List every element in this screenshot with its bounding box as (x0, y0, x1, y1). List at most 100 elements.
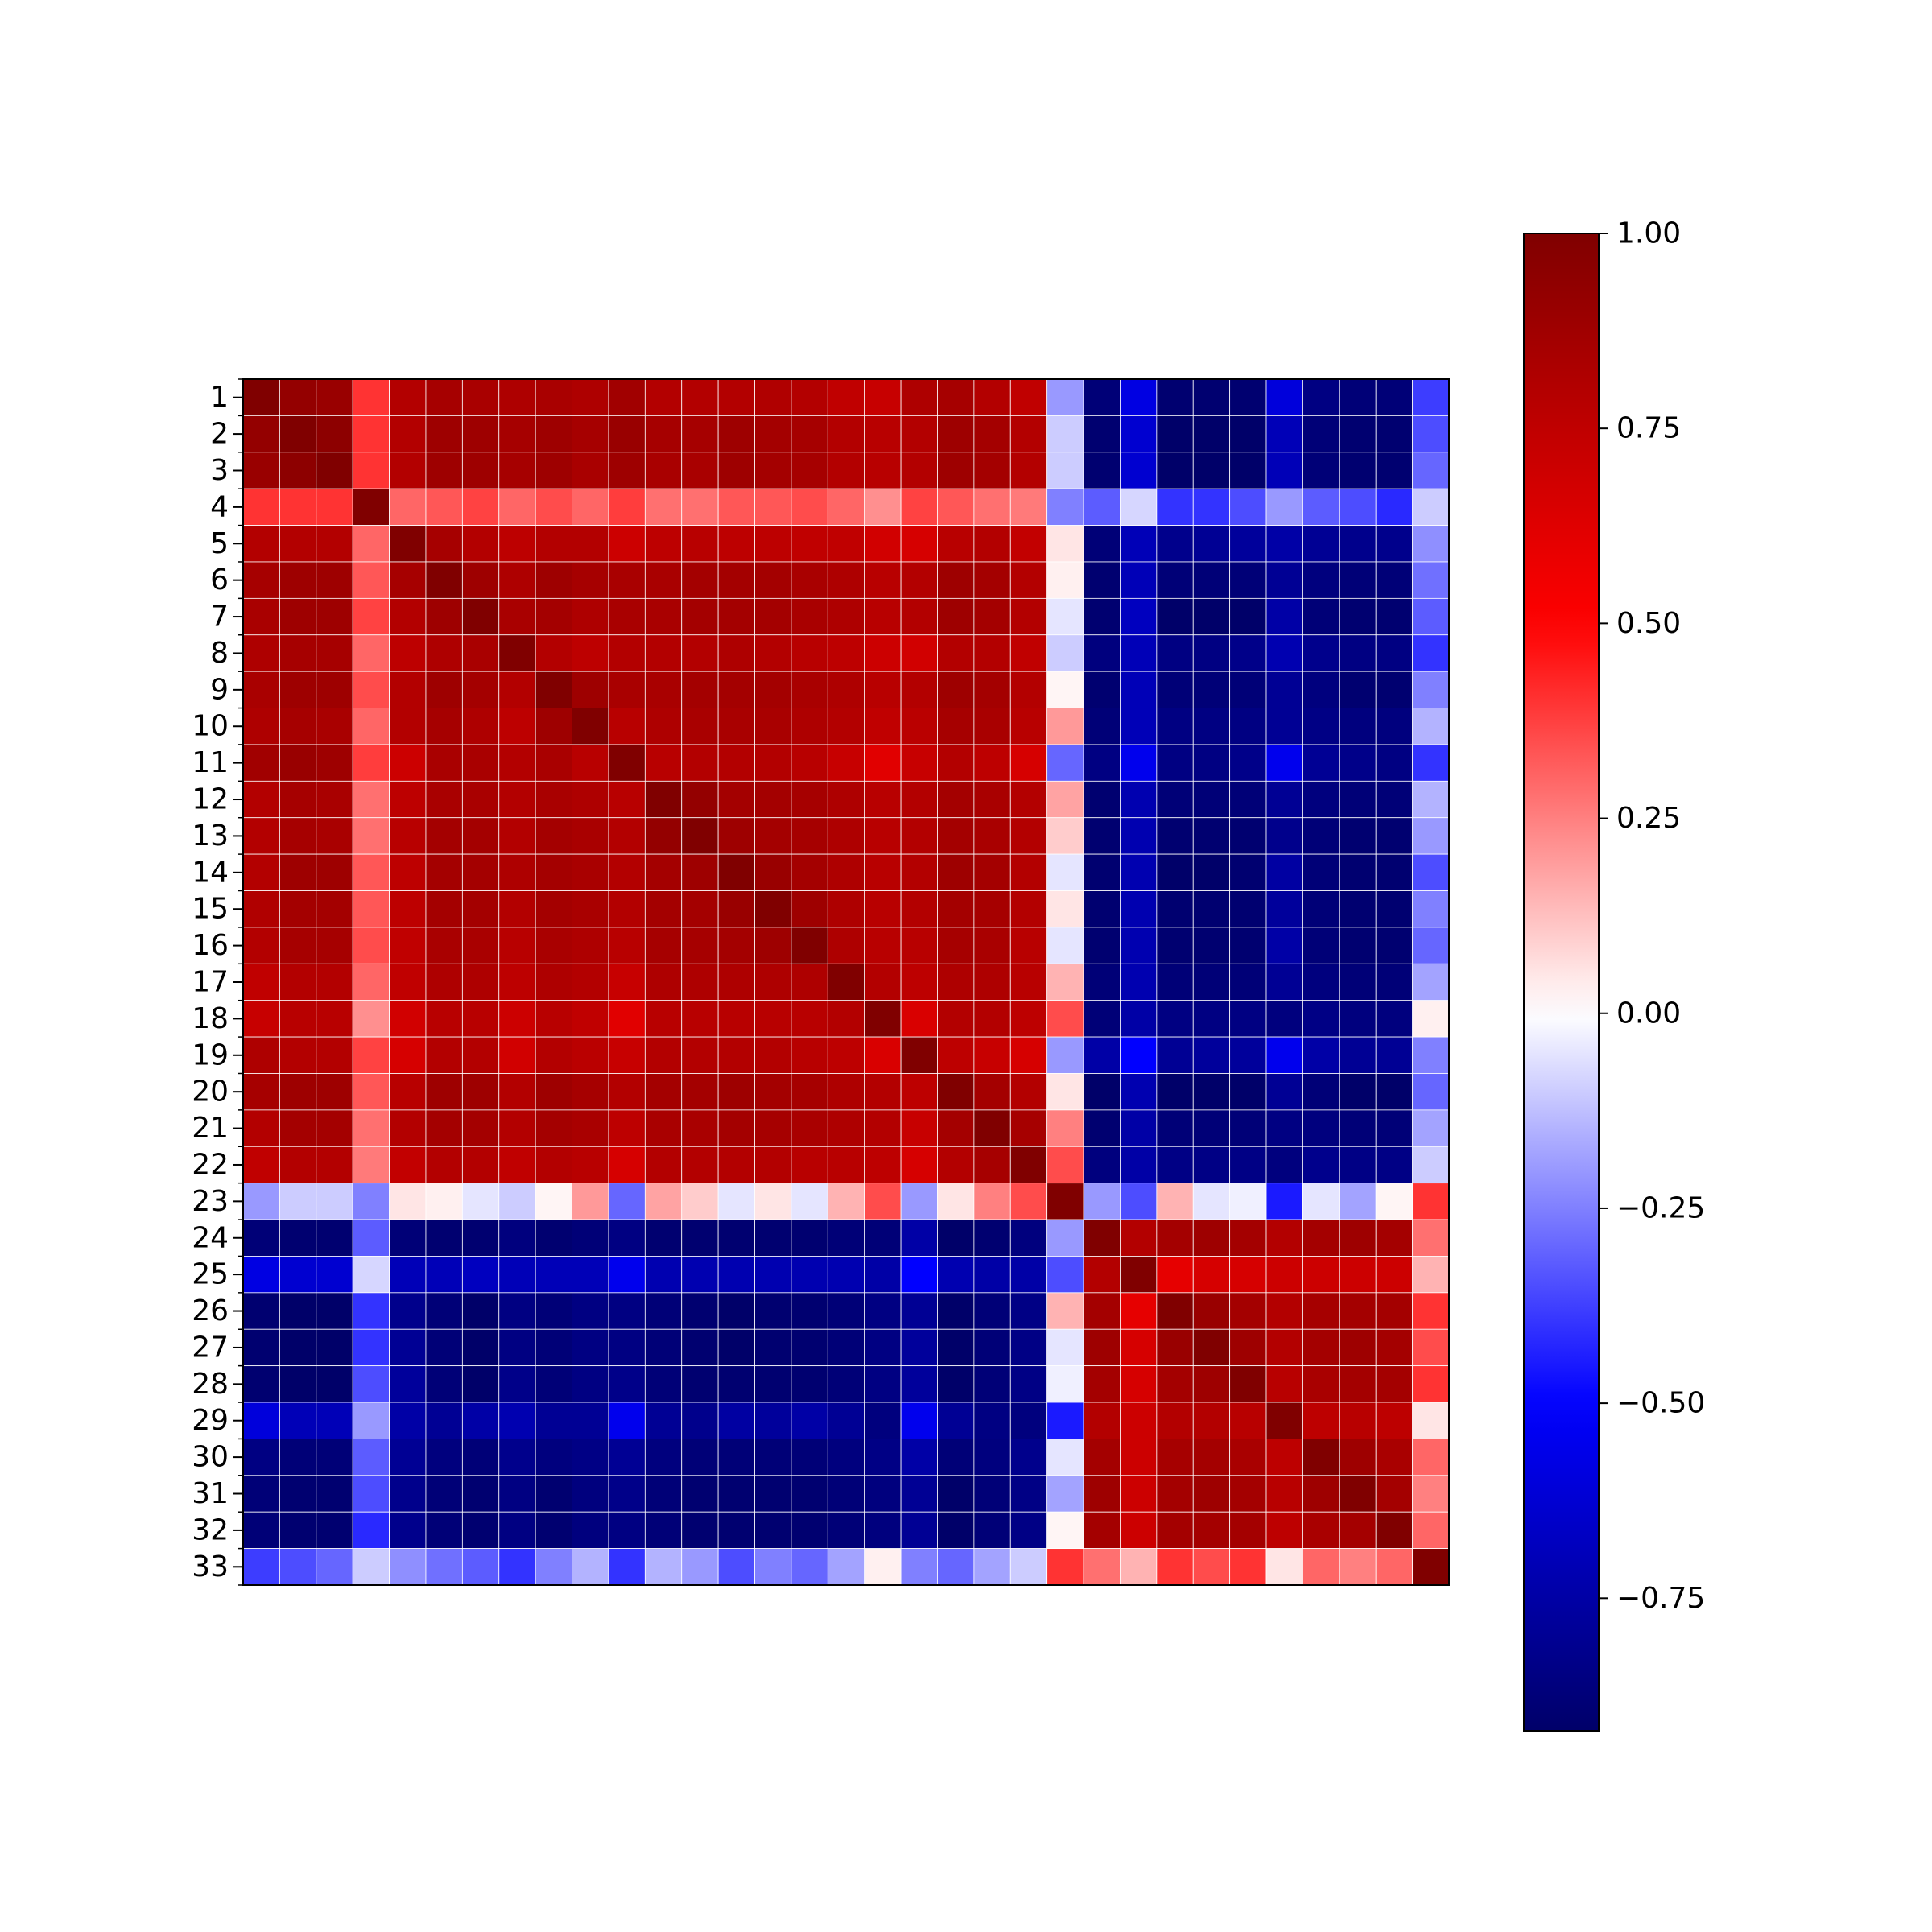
heatmap-cell (608, 1402, 646, 1439)
heatmap-cell (498, 1328, 536, 1367)
heatmap-cell (461, 927, 500, 964)
heatmap-cell (535, 1328, 572, 1367)
heatmap-cell (572, 1292, 609, 1330)
heatmap-cell (1120, 1365, 1158, 1403)
heatmap-cell (1009, 1548, 1048, 1586)
heatmap-cell (316, 378, 353, 416)
heatmap-cell (1302, 1328, 1340, 1367)
heatmap-cell (1339, 1146, 1377, 1184)
heatmap-cell (1412, 1292, 1450, 1330)
heatmap-cell (791, 890, 828, 928)
heatmap-cell (1156, 525, 1194, 563)
heatmap-cell (461, 378, 500, 416)
heatmap-cell (1229, 1328, 1267, 1367)
heatmap-cell (572, 671, 609, 708)
heatmap-cell (425, 1036, 463, 1074)
heatmap-cell (572, 780, 609, 819)
heatmap-cell (1120, 452, 1158, 489)
heatmap-cell (1009, 1256, 1048, 1294)
heatmap-cell (864, 415, 902, 453)
heatmap-cell (644, 1365, 683, 1403)
heatmap-cell (791, 927, 828, 964)
heatmap-cell (572, 1146, 609, 1184)
heatmap-cell (1302, 1439, 1340, 1476)
heatmap-cell (1412, 452, 1450, 489)
heatmap-cell (681, 1511, 719, 1549)
heatmap-cell (1192, 927, 1231, 964)
heatmap-cell (681, 1548, 719, 1586)
row-tick-labels: 1234567891011121314151617181920212223242… (192, 378, 243, 1586)
heatmap-cell (1229, 708, 1267, 745)
heatmap-cell (937, 415, 975, 453)
heatmap-cell (279, 744, 317, 782)
heatmap-cell (1192, 817, 1231, 855)
heatmap-cell (1192, 1073, 1231, 1111)
heatmap-cell (1083, 561, 1121, 599)
heatmap-cell (316, 1439, 353, 1476)
heatmap-cell (900, 1183, 938, 1220)
heatmap-cell (1046, 634, 1084, 672)
heatmap-cell (316, 1146, 353, 1184)
heatmap-cell (1265, 597, 1303, 636)
heatmap-cell (242, 963, 280, 1001)
heatmap-cell (1009, 1073, 1048, 1111)
heatmap-cell (791, 817, 828, 855)
heatmap-cell (1046, 817, 1084, 855)
heatmap-cell (644, 1073, 683, 1111)
heatmap-cell (1339, 1000, 1377, 1038)
heatmap-cell (1046, 1183, 1084, 1220)
heatmap-cell (754, 1475, 792, 1513)
heatmap-cell (754, 378, 792, 416)
heatmap-cell (973, 708, 1011, 745)
heatmap-cell (352, 890, 390, 928)
heatmap-cell (242, 1256, 280, 1294)
heatmap-cell (937, 890, 975, 928)
heatmap-cell (389, 780, 427, 819)
heatmap-cell (352, 452, 390, 489)
heatmap-cell (937, 1109, 975, 1147)
heatmap-cell (535, 1365, 572, 1403)
heatmap-cell (425, 1439, 463, 1476)
heatmap-cell (572, 1328, 609, 1367)
heatmap-cell (1412, 1073, 1450, 1111)
heatmap-cell (352, 1219, 390, 1257)
heatmap-cell (937, 1292, 975, 1330)
heatmap-cell (1046, 927, 1084, 964)
heatmap-cell (352, 1511, 390, 1549)
heatmap-cell (937, 708, 975, 745)
heatmap-cell (425, 597, 463, 636)
heatmap-cell (1192, 1548, 1231, 1586)
heatmap-cell (1156, 597, 1194, 636)
colorbar-tick-label: −0.25 (1616, 1191, 1705, 1224)
heatmap-cell (1009, 708, 1048, 745)
heatmap-cell (1009, 890, 1048, 928)
heatmap-cell (1192, 525, 1231, 563)
heatmap-cell (1009, 1511, 1048, 1549)
heatmap-cell (827, 1402, 865, 1439)
heatmap-cell (900, 1256, 938, 1294)
heatmap-cell (1302, 1219, 1340, 1257)
heatmap-cell (1412, 1548, 1450, 1586)
heatmap-cell (681, 780, 719, 819)
heatmap-cell (1375, 561, 1413, 599)
heatmap-cell (535, 890, 572, 928)
heatmap-cell (608, 378, 646, 416)
heatmap-cell (1229, 452, 1267, 489)
heatmap-cell (608, 1000, 646, 1038)
heatmap-cell (1229, 1256, 1267, 1294)
heatmap-cell (864, 1402, 902, 1439)
heatmap-cell (644, 1292, 683, 1330)
heatmap-cell (1302, 1365, 1340, 1403)
heatmap-cell (279, 597, 317, 636)
heatmap-cell (535, 415, 572, 453)
heatmap-cell (791, 1548, 828, 1586)
heatmap-cell (461, 708, 500, 745)
heatmap-cell (389, 1365, 427, 1403)
heatmap-cell (644, 1036, 683, 1074)
heatmap-cell (1083, 452, 1121, 489)
heatmap-cell (1412, 597, 1450, 636)
heatmap-cell (1265, 817, 1303, 855)
heatmap-cell (352, 708, 390, 745)
heatmap-cell (864, 561, 902, 599)
heatmap-cell (1339, 780, 1377, 819)
